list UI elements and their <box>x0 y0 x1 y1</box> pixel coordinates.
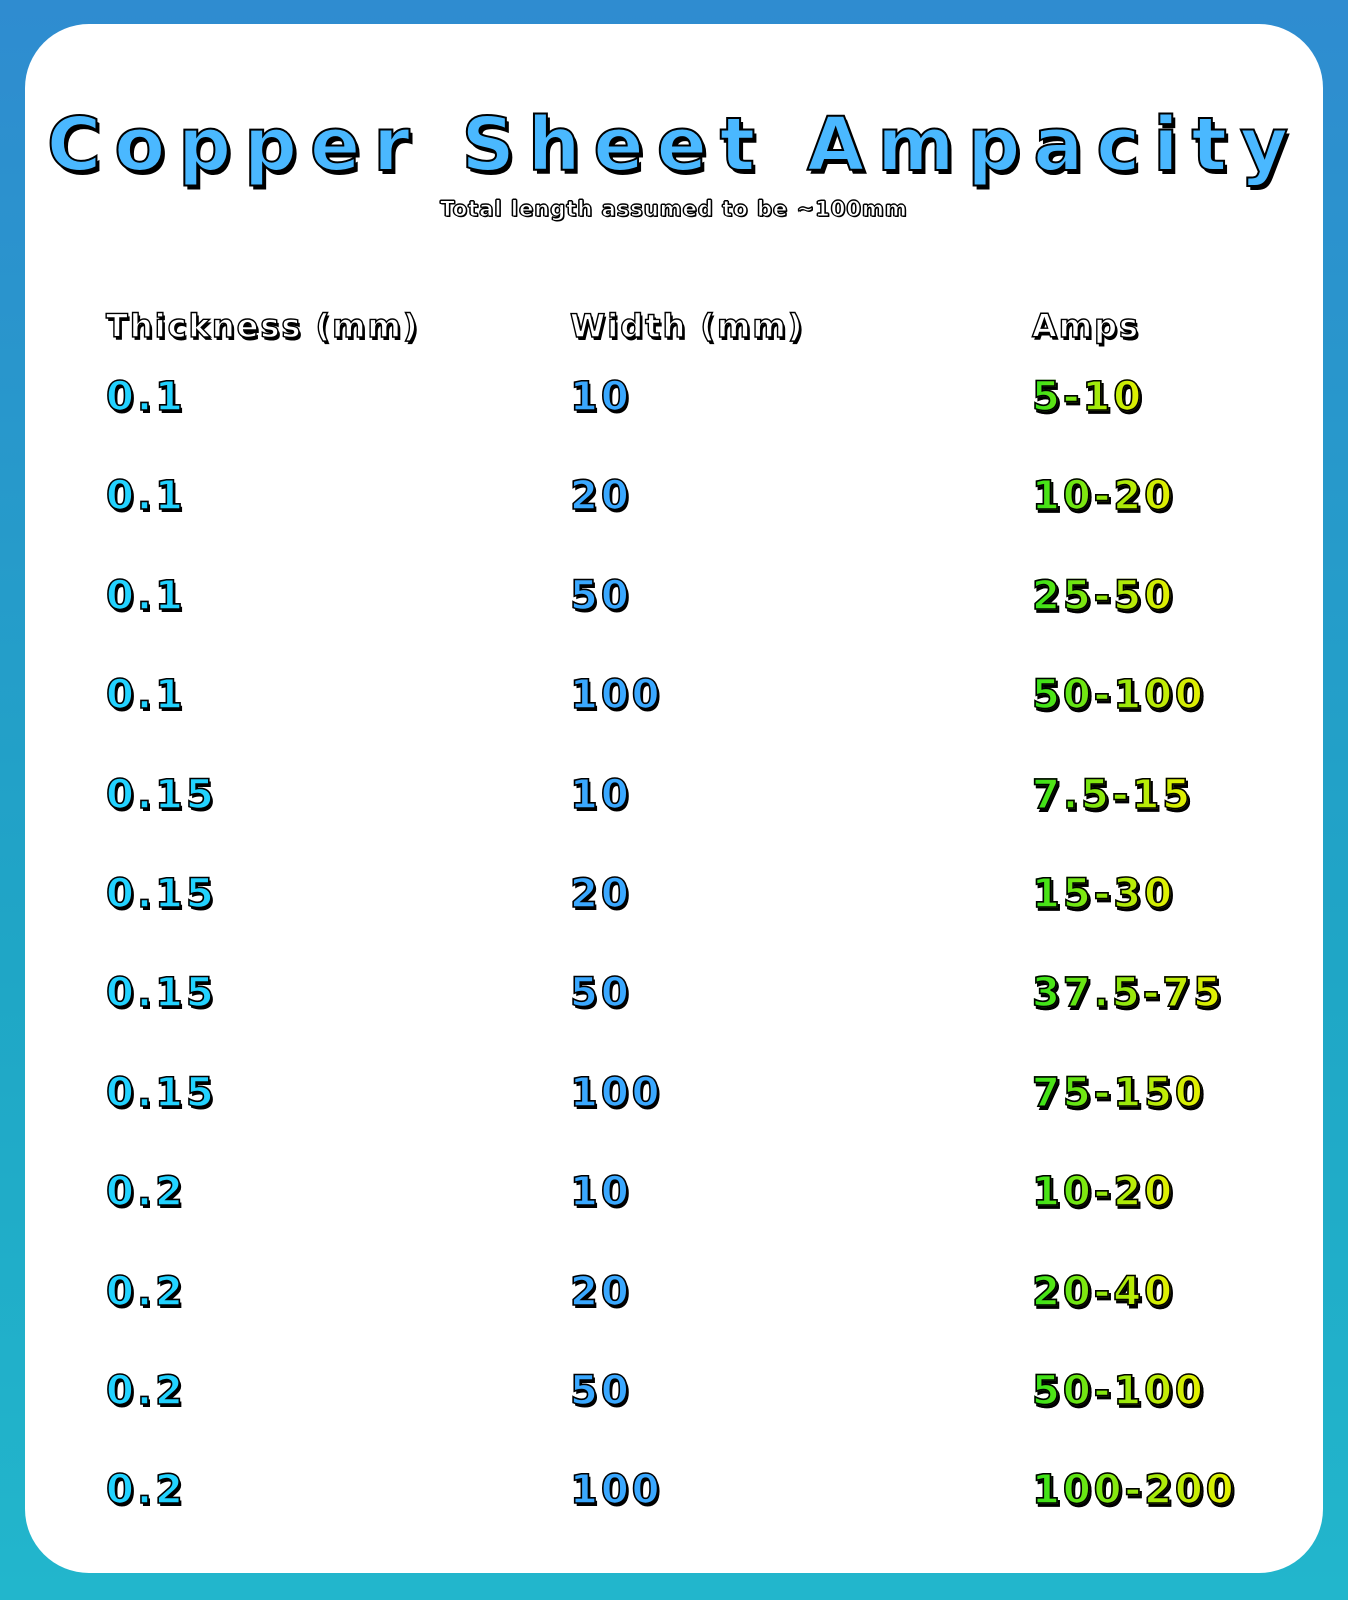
cell-amps: 20-40 <box>1031 1268 1175 1316</box>
table-row: 0.15 50 37.5-75 <box>25 970 1323 1030</box>
cell-amps: 50-100 <box>1031 671 1206 719</box>
cell-thickness: 0.1 <box>105 373 186 421</box>
table-row: 0.15 20 15-30 <box>25 870 1323 931</box>
table-row: 0.1 100 50-100 <box>25 671 1323 732</box>
cell-width: 100 <box>569 1069 663 1117</box>
cell-width: 50 <box>569 970 632 1018</box>
cell-amps: 10-20 <box>1031 473 1175 521</box>
cell-amps: 10-20 <box>1031 1168 1175 1216</box>
cell-thickness: 0.1 <box>105 473 186 521</box>
cell-width: 20 <box>569 870 632 918</box>
cell-width: 20 <box>569 473 632 521</box>
cell-amps: 25-50 <box>1031 572 1175 620</box>
cell-amps: 50-100 <box>1031 1367 1206 1415</box>
table-row: 0.1 50 25-50 <box>25 572 1323 633</box>
cell-thickness: 0.1 <box>105 572 186 620</box>
header-thickness: Thickness (mm) <box>105 306 420 345</box>
cell-width: 10 <box>569 771 632 819</box>
cell-amps: 15-30 <box>1031 870 1175 918</box>
header-amps: Amps <box>1031 306 1141 345</box>
page-title: Copper Sheet Ampacity <box>46 101 1302 189</box>
page-subtitle: Total length assumed to be ~100mm <box>440 197 908 222</box>
cell-amps: 7.5-15 <box>1031 771 1194 819</box>
cell-thickness: 0.2 <box>105 1467 186 1515</box>
cell-thickness: 0.2 <box>105 1367 186 1415</box>
cell-thickness: 0.15 <box>105 1069 217 1117</box>
cell-thickness: 0.15 <box>105 771 217 819</box>
table-row: 0.2 50 50-100 <box>25 1367 1323 1428</box>
table-row: 0.15 100 75-150 <box>25 1069 1323 1130</box>
table-row: 0.1 20 10-20 <box>25 473 1323 533</box>
cell-amps: 5-10 <box>1031 373 1145 421</box>
cell-width: 20 <box>569 1268 632 1316</box>
table-row: 0.2 20 20-40 <box>25 1268 1323 1329</box>
cell-width: 50 <box>569 572 632 620</box>
cell-thickness: 0.1 <box>105 671 186 719</box>
cell-thickness: 0.15 <box>105 870 217 918</box>
table-row: 0.1 10 5-10 <box>25 373 1323 434</box>
ampacity-card: Copper Sheet Ampacity Total length assum… <box>25 24 1323 1573</box>
table-row: 0.2 100 100-200 <box>25 1467 1323 1527</box>
cell-width: 100 <box>569 1467 663 1515</box>
cell-thickness: 0.2 <box>105 1268 186 1316</box>
cell-width: 50 <box>569 1367 632 1415</box>
table-row: 0.2 10 10-20 <box>25 1168 1323 1229</box>
cell-amps: 75-150 <box>1031 1069 1206 1117</box>
table-row: 0.15 10 7.5-15 <box>25 771 1323 832</box>
cell-thickness: 0.2 <box>105 1168 186 1216</box>
header-width: Width (mm) <box>569 306 805 345</box>
cell-width: 100 <box>569 671 663 719</box>
cell-amps: 37.5-75 <box>1031 970 1224 1018</box>
cell-width: 10 <box>569 373 632 421</box>
cell-thickness: 0.15 <box>105 970 217 1018</box>
cell-amps: 100-200 <box>1031 1467 1237 1515</box>
cell-width: 10 <box>569 1168 632 1216</box>
